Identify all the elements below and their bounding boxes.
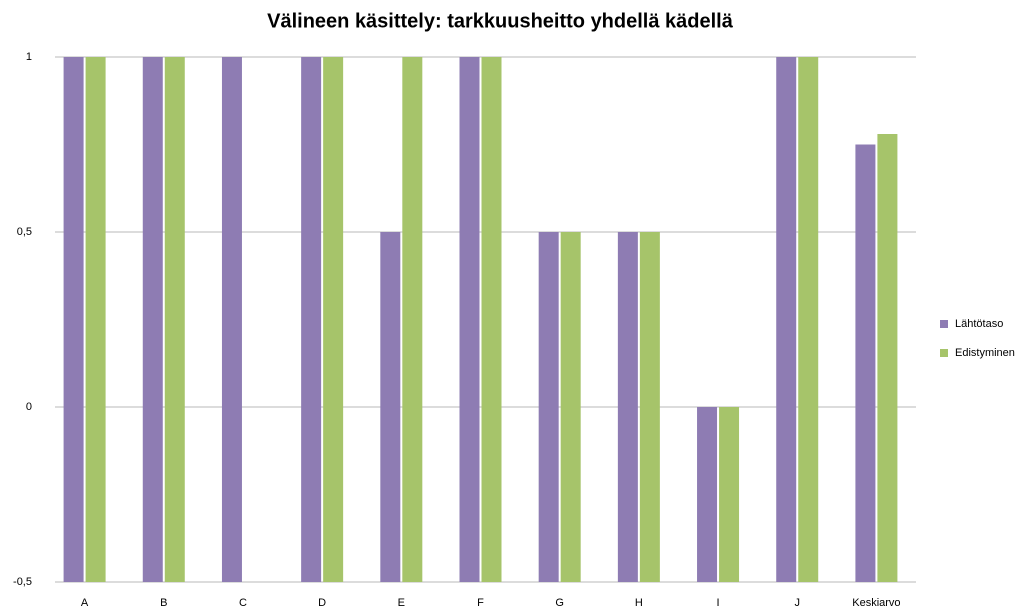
- chart-title: Välineen käsittely: tarkkuusheitto yhdel…: [267, 10, 734, 32]
- y-tick-label: 1: [26, 51, 32, 63]
- legend-swatch: [940, 349, 948, 357]
- bar: [538, 232, 559, 582]
- x-tick-label: D: [318, 597, 326, 609]
- bar: [402, 57, 423, 582]
- bar: [877, 134, 898, 582]
- bar: [459, 57, 480, 582]
- y-tick-label: 0: [26, 401, 32, 413]
- bar: [323, 57, 344, 582]
- x-tick-label: C: [239, 597, 247, 609]
- x-tick-label: A: [81, 597, 89, 609]
- legend-label: Lähtötaso: [955, 318, 1003, 330]
- bar: [63, 57, 84, 582]
- bar: [85, 57, 106, 582]
- bar: [776, 57, 797, 582]
- bar: [617, 232, 638, 582]
- bar: [301, 57, 322, 582]
- bar: [639, 232, 660, 582]
- x-tick-label: I: [717, 597, 720, 609]
- bar: [164, 57, 185, 582]
- bar: [798, 57, 819, 582]
- bar: [855, 144, 876, 582]
- bar: [697, 407, 718, 582]
- x-tick-label: Keskiarvo: [852, 597, 900, 609]
- legend-swatch: [940, 320, 948, 328]
- bar: [142, 57, 163, 582]
- x-tick-label: H: [635, 597, 643, 609]
- legend-label: Edistyminen: [955, 347, 1015, 359]
- x-tick-label: B: [160, 597, 167, 609]
- x-tick-label: G: [555, 597, 564, 609]
- y-tick-label: 0,5: [17, 226, 32, 238]
- bar: [380, 232, 401, 582]
- bar: [481, 57, 502, 582]
- x-tick-label: E: [398, 597, 405, 609]
- x-tick-label: F: [477, 597, 484, 609]
- x-tick-label: J: [794, 597, 800, 609]
- y-tick-label: -0,5: [13, 576, 32, 588]
- bar: [221, 57, 242, 582]
- bar: [560, 232, 581, 582]
- bar: [719, 407, 740, 582]
